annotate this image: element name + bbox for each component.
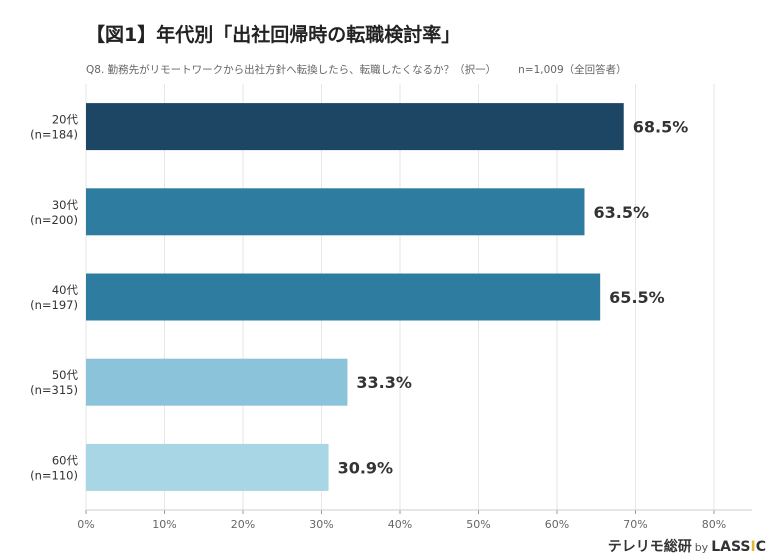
sample-size: n=1,009（全回答者） [518,64,627,76]
x-tick-label: 60% [545,518,569,531]
logo-brand: テレリモ総研 [607,539,692,555]
category-label: 20代 [52,113,79,127]
logo: テレリモ総研 by LASSIC [608,536,766,556]
data-label: 30.9% [338,458,394,477]
x-tick-label: 80% [702,518,726,531]
x-tick-label: 10% [152,518,176,531]
logo-company-part: C [755,539,766,555]
data-label: 63.5% [593,203,649,222]
bar [86,103,624,151]
data-label: 33.3% [356,373,412,392]
bar [86,443,329,491]
logo-company-i: I [750,539,756,555]
category-sample-size: (n=200) [30,213,78,227]
category-label: 60代 [52,453,79,467]
chart-subtitle: Q8. 勤務先がリモートワークから出社方針へ転換したら、転職したくなるか？（択一… [86,62,627,77]
category-label: 30代 [52,198,79,212]
data-label: 68.5% [633,118,689,137]
bar [86,273,601,321]
category-sample-size: (n=197) [30,298,78,312]
logo-by: by [694,541,709,554]
x-tick-label: 30% [309,518,333,531]
category-label: 40代 [52,283,79,297]
logo-company-part: LASS [711,539,751,555]
data-label: 65.5% [609,288,665,307]
x-tick-label: 70% [623,518,647,531]
x-tick-label: 40% [388,518,412,531]
logo-company: LASSIC [711,539,766,555]
chart-title: 【図1】年代別「出社回帰時の転職検討率」 [86,24,461,46]
category-label: 50代 [52,368,79,382]
question-text: Q8. 勤務先がリモートワークから出社方針へ転換したら、転職したくなるか？（択一… [86,64,497,76]
x-tick-label: 0% [77,518,94,531]
category-sample-size: (n=315) [30,383,78,397]
bar [86,358,348,406]
category-sample-size: (n=184) [30,128,78,142]
category-sample-size: (n=110) [30,468,78,482]
x-tick-label: 50% [466,518,490,531]
bar [86,188,585,236]
x-tick-label: 20% [231,518,255,531]
